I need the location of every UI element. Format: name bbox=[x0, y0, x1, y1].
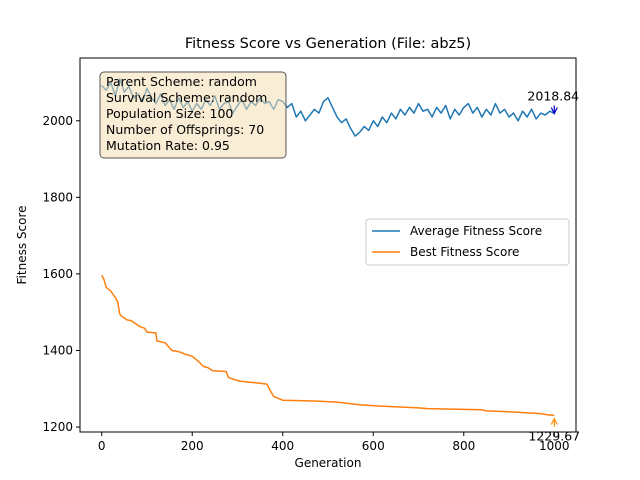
y-tick-label: 1200 bbox=[42, 420, 73, 434]
chart-title: Fitness Score vs Generation (File: abz5) bbox=[185, 36, 471, 52]
info-box: Parent Scheme: random Survival Scheme: r… bbox=[99, 71, 287, 159]
y-tick-label: 2000 bbox=[42, 114, 73, 128]
info-parent-scheme: Parent Scheme: random bbox=[106, 74, 257, 89]
y-tick-label: 1800 bbox=[42, 190, 73, 204]
info-mutation-rate: Mutation Rate: 0.95 bbox=[106, 138, 230, 153]
plot-frame bbox=[79, 57, 577, 433]
info-number-of-offsprings: Number of Offsprings: 70 bbox=[106, 122, 264, 137]
x-tick-label: 600 bbox=[362, 439, 385, 453]
series-best-fitness-line bbox=[101, 275, 555, 417]
legend-frame bbox=[365, 218, 570, 266]
y-tick-label: 1400 bbox=[42, 343, 73, 357]
y-tick-label: 1600 bbox=[42, 267, 73, 281]
info-survival-scheme: Survival Scheme: random bbox=[106, 90, 267, 105]
y-axis-label: Fitness Score bbox=[15, 206, 29, 285]
info-box-background bbox=[99, 71, 287, 159]
annotation-arrow-best bbox=[550, 417, 558, 425]
x-axis-label: Generation bbox=[295, 456, 362, 470]
x-tick-label: 0 bbox=[98, 439, 106, 453]
legend-label-best: Best Fitness Score bbox=[410, 245, 519, 259]
annotation-average-final: 2018.84 bbox=[527, 89, 579, 104]
legend-label-average: Average Fitness Score bbox=[410, 224, 542, 238]
x-tick-label: 1000 bbox=[539, 439, 570, 453]
x-tick-label: 800 bbox=[452, 439, 475, 453]
x-tick-label: 400 bbox=[271, 439, 294, 453]
x-tick-label: 200 bbox=[181, 439, 204, 453]
info-population-size: Population Size: 100 bbox=[106, 106, 233, 121]
y-axis: 1200 1400 1600 1800 2000 bbox=[42, 114, 80, 434]
x-axis: 0 200 400 600 800 1000 bbox=[98, 432, 570, 453]
legend: Average Fitness Score Best Fitness Score bbox=[365, 218, 570, 266]
